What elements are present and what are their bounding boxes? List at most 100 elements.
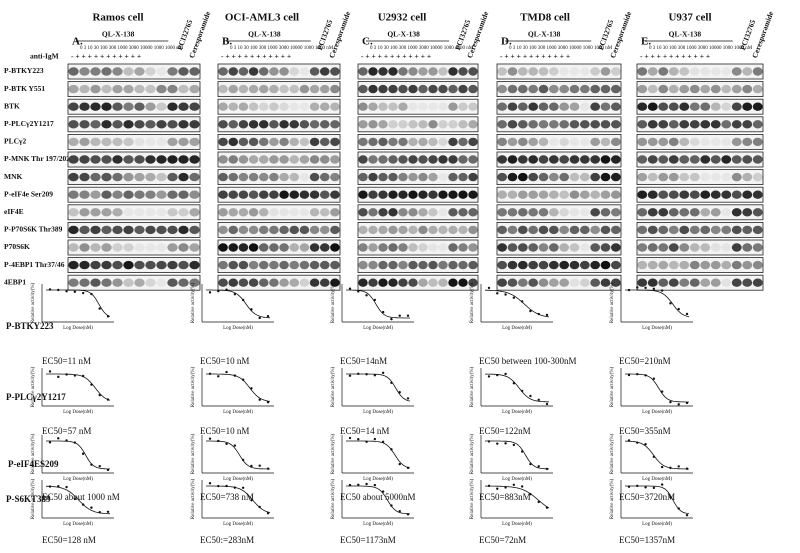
band: [721, 172, 732, 182]
blot-strip: [67, 63, 201, 80]
band: [218, 278, 228, 287]
band: [388, 243, 398, 252]
band: [258, 190, 269, 199]
band: [497, 208, 508, 217]
band: [279, 172, 289, 182]
axis-title: Relative activity(%): [31, 433, 36, 474]
band: [637, 190, 648, 199]
band: [637, 120, 648, 129]
band: [468, 225, 478, 235]
band: [258, 155, 269, 164]
band: [90, 208, 101, 217]
point: [365, 373, 368, 376]
band: [517, 120, 528, 129]
band: [507, 84, 518, 94]
point: [669, 400, 672, 404]
fit-curve: [46, 373, 111, 401]
band: [156, 67, 167, 76]
point: [627, 485, 631, 488]
band: [330, 137, 340, 147]
point: [81, 374, 85, 378]
band: [538, 137, 549, 147]
band: [269, 155, 279, 164]
ec50: EC50=57 nM: [42, 426, 91, 436]
band: [358, 278, 368, 287]
blot-strip: [217, 274, 341, 291]
fit-curve: [485, 373, 550, 403]
band: [458, 260, 468, 270]
point: [685, 467, 689, 470]
band: [579, 278, 590, 287]
band: [679, 102, 690, 111]
blot-strip: [357, 239, 479, 256]
assay-label: P-eIF4ES209: [8, 459, 59, 469]
blot-strip: [67, 81, 201, 97]
band: [742, 190, 753, 199]
band: [79, 260, 90, 270]
band: [289, 172, 300, 182]
band: [448, 155, 458, 164]
point: [65, 373, 68, 376]
band: [388, 190, 398, 199]
point: [652, 455, 656, 458]
band: [90, 102, 101, 111]
band: [637, 208, 648, 217]
band: [497, 120, 508, 129]
point: [65, 485, 68, 489]
band: [388, 172, 398, 182]
band: [548, 102, 559, 111]
band: [752, 260, 763, 270]
band: [358, 67, 368, 76]
band: [438, 190, 448, 199]
band: [228, 155, 239, 164]
band: [448, 278, 458, 287]
band: [700, 278, 711, 287]
point: [357, 483, 360, 486]
band: [428, 260, 438, 270]
point: [48, 485, 52, 488]
axis-title: Relative activity(%): [331, 366, 336, 407]
band: [590, 172, 601, 182]
point: [258, 464, 261, 467]
band: [559, 208, 570, 217]
band: [101, 278, 112, 287]
band: [590, 84, 601, 94]
axis-title: Relative activity(%): [610, 282, 615, 323]
axis-title: Relative activity(%): [331, 282, 336, 323]
band: [647, 67, 658, 76]
point: [652, 486, 656, 490]
band: [156, 155, 167, 164]
band: [548, 278, 559, 287]
blot-strip: [217, 81, 341, 97]
band: [218, 225, 228, 235]
band: [358, 225, 368, 235]
point: [73, 441, 77, 444]
band: [388, 102, 398, 111]
band: [517, 278, 528, 287]
band: [398, 278, 408, 287]
drug-name: QL-X-138: [528, 30, 561, 39]
ec50: EC50=1357nM: [619, 535, 675, 545]
band: [101, 67, 112, 76]
band: [517, 67, 528, 76]
band: [228, 172, 239, 182]
band: [134, 84, 145, 94]
band: [79, 190, 90, 199]
point: [390, 317, 393, 321]
band: [134, 260, 145, 270]
band: [330, 190, 340, 199]
band: [123, 243, 134, 252]
band: [319, 137, 330, 147]
band: [600, 102, 611, 111]
point: [512, 443, 516, 447]
band: [428, 67, 438, 76]
band: [299, 208, 310, 217]
band: [408, 137, 418, 147]
axis-title: Log Dose(nM): [642, 477, 672, 482]
band: [721, 260, 732, 270]
band: [548, 137, 559, 147]
point: [241, 458, 245, 462]
band: [590, 225, 601, 235]
band: [497, 137, 508, 147]
